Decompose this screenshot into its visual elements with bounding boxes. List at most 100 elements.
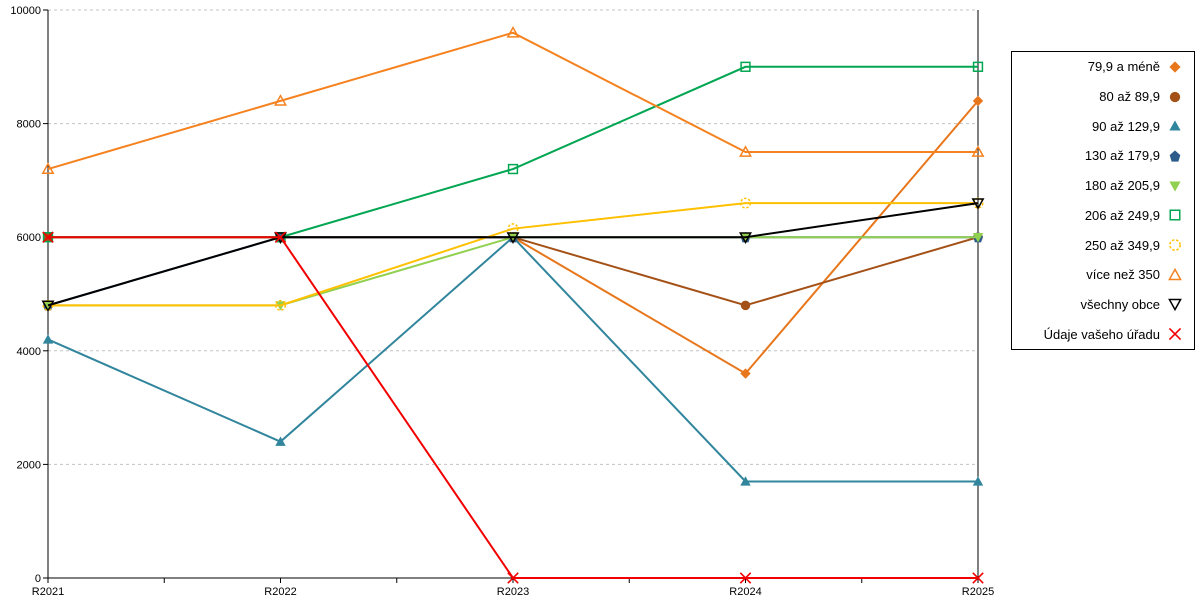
series-marker: [41, 162, 55, 174]
circle-dashed-legend-marker-icon: [1169, 239, 1181, 251]
series-marker: [275, 436, 286, 446]
x-tick-label: R2023: [497, 586, 529, 598]
series-marker: [42, 231, 54, 243]
legend-label: 90 až 129,9: [1092, 118, 1160, 134]
series-marker: [739, 572, 752, 584]
x-marker-stroke: [42, 231, 54, 243]
x-marker-stroke: [507, 572, 519, 584]
legend-label: 180 až 205,9: [1084, 178, 1160, 194]
x-legend-marker-icon: [1168, 327, 1182, 341]
legend-marker-shape: [1168, 299, 1182, 312]
x-tick-label: R2022: [264, 586, 296, 598]
series-2: [43, 232, 983, 311]
series-marker: [972, 95, 984, 107]
series-9: [41, 198, 985, 313]
series-marker: [274, 231, 287, 243]
legend-item-8: více než 350: [1012, 260, 1194, 290]
series-marker: [972, 61, 984, 72]
series-marker: [740, 368, 751, 379]
legend-label: více než 350: [1086, 267, 1160, 283]
series-line: [48, 202, 978, 307]
circle-legend-marker-icon: [1169, 91, 1181, 102]
legend-marker-shape: [1169, 91, 1181, 102]
legend-marker-shape: [1169, 61, 1181, 73]
series-line: [47, 31, 978, 170]
legend-item-2: 80 až 89,9: [1012, 82, 1194, 112]
y-tick-label: 4000: [17, 346, 41, 358]
legend-item-10: Údaje vašeho úřadu: [1012, 319, 1194, 349]
x-marker-stroke: [1168, 327, 1182, 341]
y-tick-label: 10000: [10, 5, 41, 17]
legend-label: 130 až 179,9: [1084, 148, 1160, 164]
series-marker: [507, 572, 519, 584]
triangle-down-legend-marker-icon: [1169, 181, 1181, 192]
series-marker: [506, 232, 520, 244]
legend-marker-shape: [1168, 267, 1182, 280]
line-chart-plot: 0 2000 4000 6000 8000 10000 R2021 R2022 R2023 R20…: [10, 5, 994, 598]
y-tick-label: 6000: [17, 232, 41, 244]
series-8: [41, 25, 985, 174]
legend-label: 80 až 89,9: [1099, 89, 1160, 105]
x-marker-stroke: [972, 572, 984, 584]
series-marker: [740, 61, 751, 72]
y-tick-label: 8000: [17, 119, 41, 131]
legend-item-5: 180 až 205,9: [1012, 171, 1194, 201]
legend-marker-shape: [1169, 150, 1181, 162]
series-line: [47, 235, 978, 483]
series-line: [48, 236, 979, 307]
series-3: [42, 232, 984, 486]
series-marker: [740, 476, 751, 486]
square-legend-marker-icon: [1169, 209, 1181, 221]
series-marker: [972, 233, 984, 243]
series-marker: [274, 94, 287, 106]
series-5: [42, 233, 984, 311]
legend-item-1: 79,9 a méně: [1012, 52, 1194, 82]
series-10: [42, 231, 984, 584]
legend-label: Údaje vašeho úřadu: [1043, 326, 1160, 342]
legend-marker-shape: [1169, 239, 1181, 251]
series-7: [42, 197, 984, 311]
series-marker: [739, 145, 752, 157]
series-marker: [971, 145, 985, 157]
series-marker: [42, 334, 54, 344]
y-tick-label: 0: [35, 573, 41, 585]
series-marker: [41, 300, 55, 313]
chart-legend: 79,9 a méně 80 až 89,9 90 až 129,9 130 až 1…: [1011, 51, 1195, 350]
legend-marker-shape: [1169, 181, 1181, 192]
series-marker: [972, 572, 984, 584]
diamond-legend-marker-icon: [1169, 61, 1181, 73]
legend-marker-shape: [1169, 120, 1181, 131]
legend-marker-shape: [1168, 327, 1182, 341]
series-marker: [274, 299, 287, 311]
series-line: [48, 236, 978, 307]
series-line: [47, 236, 978, 307]
x-marker-stroke: [739, 572, 752, 584]
triangle-down-legend-marker-icon: [1168, 299, 1182, 312]
pentagon-legend-marker-icon: [1169, 150, 1181, 162]
series-line: [48, 236, 978, 579]
series-marker: [740, 300, 751, 311]
legend-item-6: 206 až 249,9: [1012, 201, 1194, 231]
triangle-up-legend-marker-icon: [1169, 120, 1181, 131]
series-line: [47, 202, 979, 307]
triangle-up-legend-marker-icon: [1168, 267, 1182, 280]
series-marker: [972, 476, 984, 486]
series-marker: [739, 197, 752, 209]
series-marker: [971, 198, 985, 210]
x-tick-label: R2021: [32, 586, 64, 598]
x-tick-label: R2024: [729, 586, 761, 598]
legend-marker-shape: [1169, 209, 1181, 221]
legend-label: 250 až 349,9: [1084, 237, 1160, 253]
x-tick-label: R2025: [962, 586, 994, 598]
y-tick-label: 2000: [17, 459, 41, 471]
legend-item-4: 130 až 179,9: [1012, 141, 1194, 171]
series-marker: [507, 223, 519, 235]
legend-label: 79,9 a méně: [1087, 59, 1160, 75]
legend-label: všechny obce: [1080, 296, 1161, 312]
series-marker: [739, 232, 752, 244]
x-marker-stroke: [274, 231, 287, 243]
legend-item-9: všechny obce: [1012, 290, 1194, 320]
series-marker: [506, 25, 520, 38]
legend-item-3: 90 až 129,9: [1012, 111, 1194, 141]
